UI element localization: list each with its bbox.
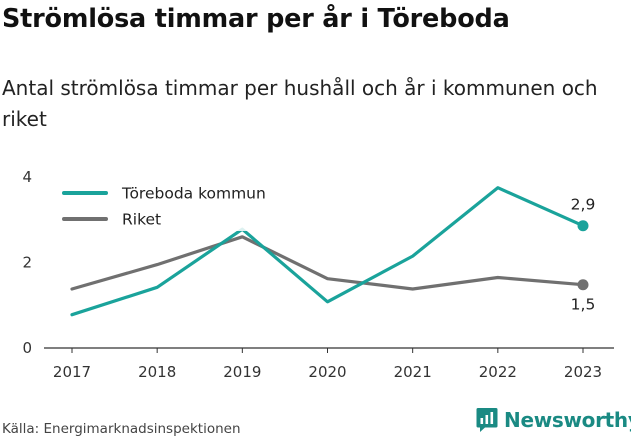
legend: Töreboda kommun Riket [52, 181, 300, 231]
brand-logo-link[interactable]: Newsworthy [476, 407, 631, 433]
series-line-0 [70, 186, 585, 317]
brand-name: Newsworthy [504, 408, 631, 432]
source-note: Källa: Energimarknadsinspektionen [2, 421, 241, 437]
series-end-marker-1 [577, 279, 589, 291]
series-layer: 1,5 2,9 [70, 186, 596, 317]
x-tick-label-4: 2021 [394, 363, 432, 381]
series-line-1 [70, 235, 585, 291]
y-tick-label-0: 0 [22, 339, 32, 357]
series-end-label-1: 1,5 [571, 296, 596, 314]
series-end-label-0: 2,9 [571, 196, 596, 214]
x-tick-label-3: 2020 [308, 363, 346, 381]
x-tick-label-5: 2022 [479, 363, 517, 381]
legend-label-1: Riket [122, 211, 161, 229]
x-tick-label-0: 2017 [53, 363, 91, 381]
y-tick-label-2: 4 [22, 168, 32, 186]
newsworthy-logo-icon [476, 408, 498, 432]
y-tick-label-1: 2 [22, 254, 32, 272]
x-tick-label-2: 2019 [223, 363, 261, 381]
x-tick-label-1: 2018 [138, 363, 176, 381]
axes: 0 2 4 2017 2018 2019 2020 2021 2022 2023 [22, 168, 614, 381]
chart-title: Strömlösa timmar per år i Töreboda [2, 4, 510, 34]
series-end-marker-0 [577, 220, 589, 232]
chart-subtitle: Antal strömlösa timmar per hushåll och å… [2, 76, 598, 131]
legend-label-0: Töreboda kommun [121, 185, 266, 203]
x-tick-label-6: 2023 [564, 363, 602, 381]
